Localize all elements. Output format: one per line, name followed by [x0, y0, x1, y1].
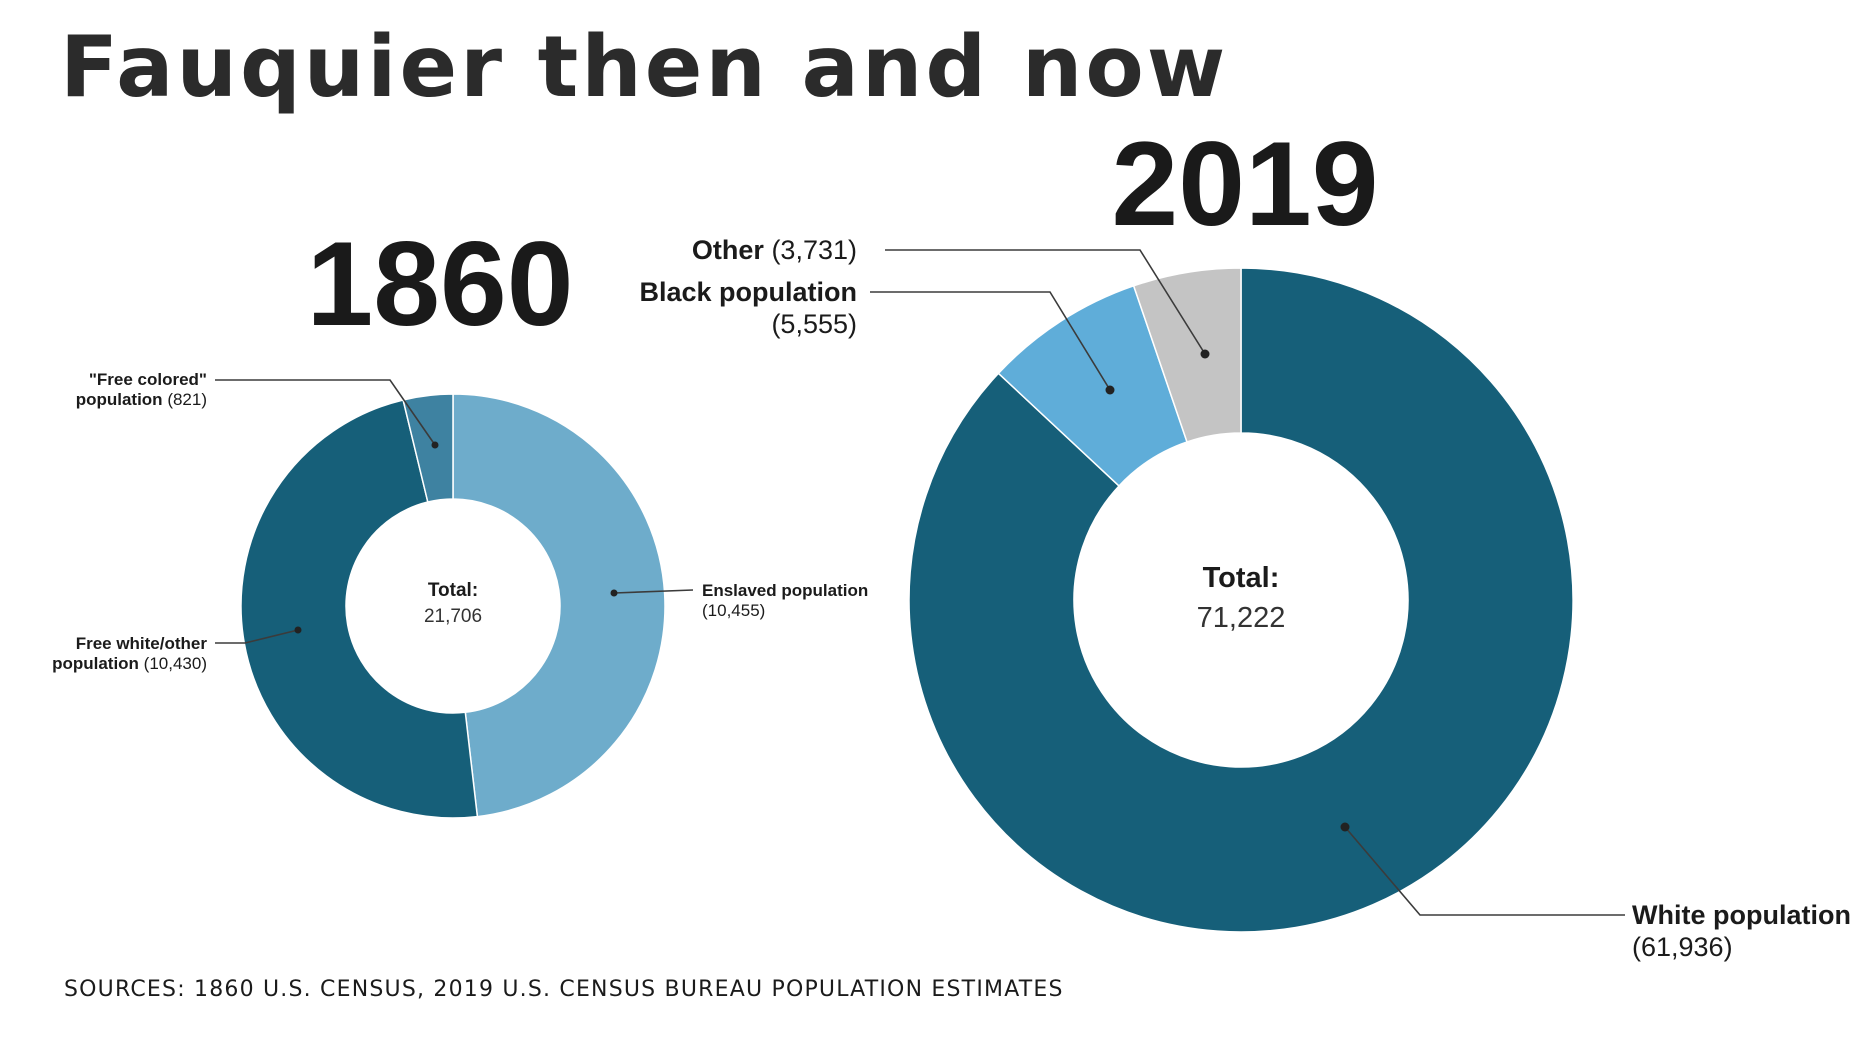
label-free-white-line1: Free white/other	[76, 634, 208, 653]
total-label-2019: Total:	[1203, 562, 1280, 594]
label-free-white-population: population	[52, 654, 139, 673]
label-free-white-line2: population (10,430)	[52, 654, 207, 673]
chart-title: Fauquier then and now	[60, 18, 1228, 117]
slice-2019-white-population	[908, 267, 1574, 933]
leader-dot-other	[1200, 349, 1210, 359]
leader-dot-white	[1340, 822, 1350, 832]
leader-dot-free-white	[294, 626, 302, 634]
total-label-1860: Total:	[428, 580, 478, 601]
slice-2019-other	[1132, 267, 1242, 443]
label-free-colored-line2: population (821)	[76, 390, 207, 409]
label-enslaved-value: (10,455)	[702, 601, 765, 620]
leader-line-free-white	[215, 629, 299, 644]
label-enslaved-name: Enslaved population	[702, 581, 868, 600]
source-note: SOURCES: 1860 U.S. CENSUS, 2019 U.S. CEN…	[64, 977, 1064, 1002]
label-free-colored-population: population	[76, 390, 163, 409]
label-free-white-value: (10,430)	[144, 654, 207, 673]
leader-line-enslaved	[613, 589, 694, 594]
label-black-name: Black population	[639, 277, 857, 307]
total-value-2019: 71,222	[1197, 602, 1286, 634]
leader-line-white	[1344, 826, 1625, 916]
year-label-2019: 2019	[1112, 117, 1379, 251]
label-free-colored-line1: "Free colored"	[89, 370, 207, 389]
label-black-value: (5,555)	[771, 309, 857, 339]
leader-line-other	[885, 249, 1206, 355]
leader-line-black	[870, 291, 1111, 391]
leader-dot-free-colored	[431, 441, 439, 449]
leader-dot-enslaved	[610, 589, 618, 597]
label-free-colored-value: (821)	[167, 390, 207, 409]
donut-chart-2019	[908, 267, 1574, 933]
slice-1860-free-white-other-population	[240, 399, 479, 819]
label-other: Other (3,731)	[692, 235, 857, 265]
slice-1860-free-colored-population	[402, 393, 454, 503]
slice-1860-enslaved-population	[452, 393, 666, 818]
leader-dot-black	[1105, 385, 1115, 395]
total-value-1860: 21,706	[424, 606, 482, 627]
year-label-1860: 1860	[307, 217, 574, 351]
label-other-name: Other	[692, 235, 765, 265]
label-other-value: (3,731)	[771, 235, 857, 265]
label-white-name: White population	[1632, 900, 1851, 930]
leader-line-free-colored	[215, 379, 436, 446]
donut-chart-1860	[240, 393, 666, 819]
label-white-value: (61,936)	[1632, 932, 1733, 962]
